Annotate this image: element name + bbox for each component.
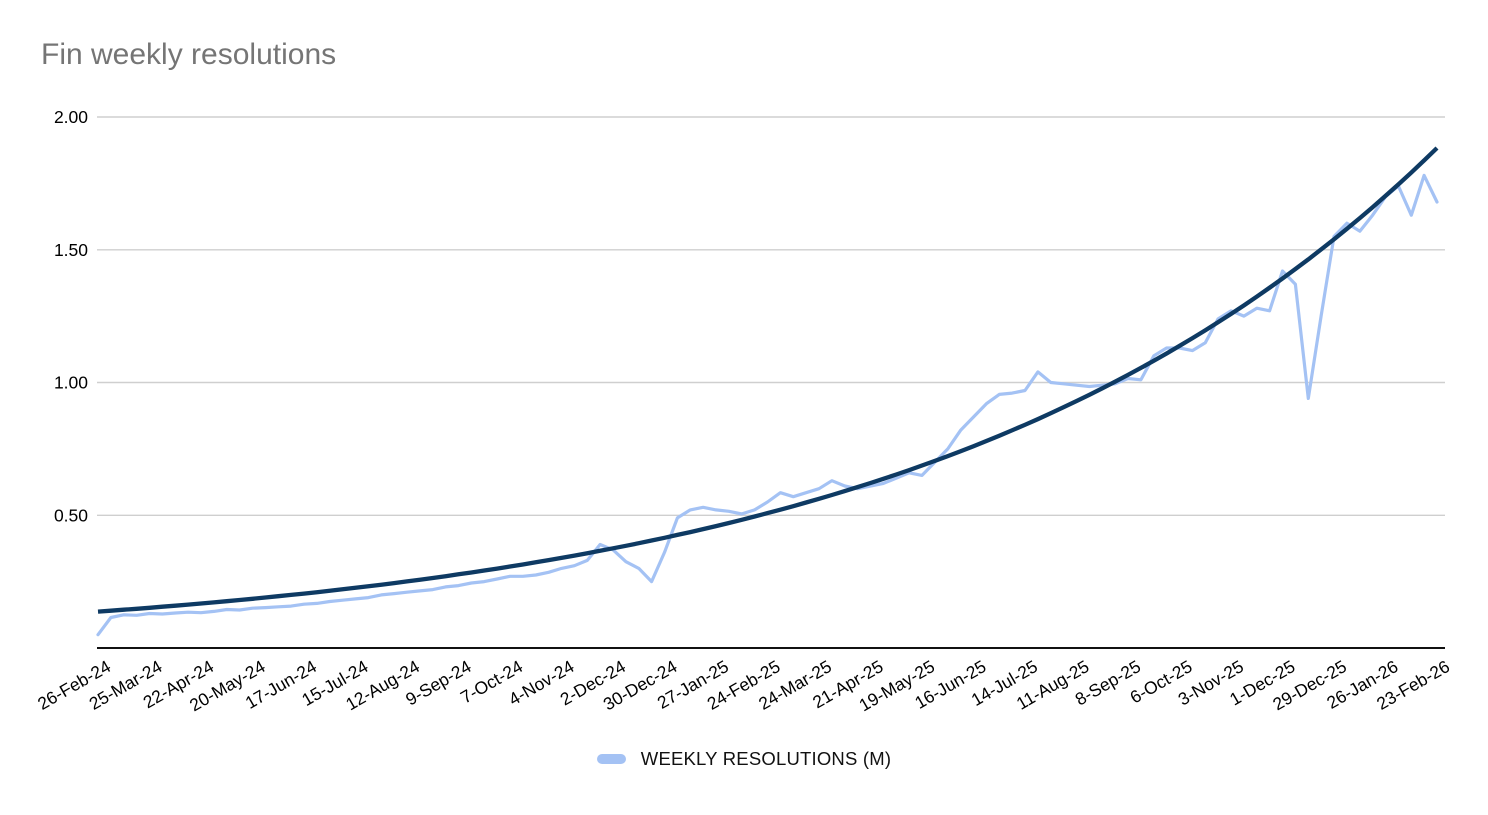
legend: WEEKLY RESOLUTIONS (M) (0, 748, 1488, 770)
y-tick-label: 1.00 (54, 373, 88, 393)
chart-title: Fin weekly resolutions (41, 38, 337, 71)
weekly-resolutions-line (96, 173, 1439, 637)
y-tick-label: 2.00 (54, 107, 88, 127)
trend-line (97, 146, 1439, 614)
legend-label: WEEKLY RESOLUTIONS (M) (640, 748, 892, 769)
y-tick-label: 1.50 (54, 240, 88, 260)
legend-swatch-icon (596, 754, 626, 764)
y-tick-label: 0.50 (54, 505, 88, 525)
